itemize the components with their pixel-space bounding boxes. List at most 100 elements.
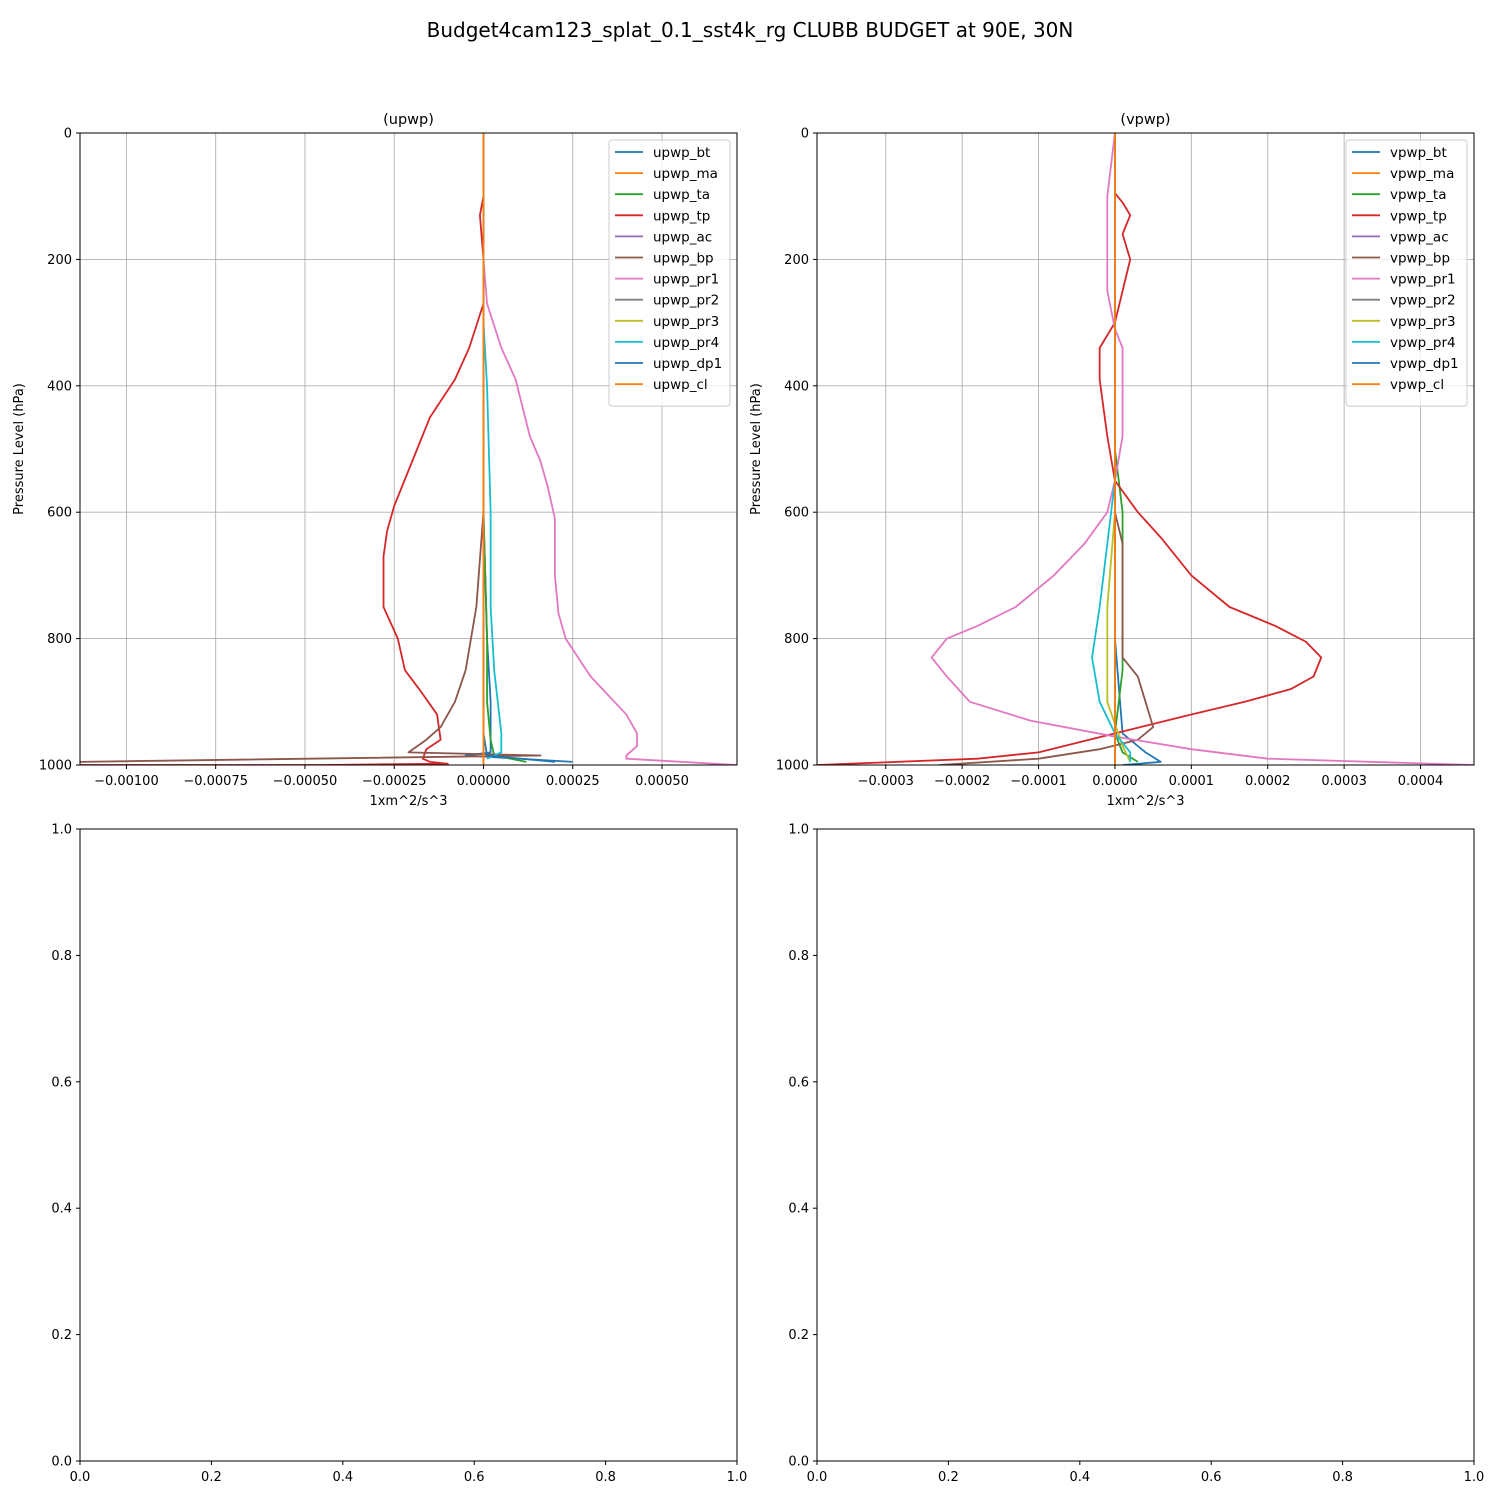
y-tick-label: 1000 <box>776 759 809 774</box>
x-tick-label: 0.00050 <box>635 774 689 789</box>
y-tick-label: 0.8 <box>51 949 72 964</box>
y-tick-label: 1000 <box>39 759 72 774</box>
legend-entry: vpwp_bt <box>1390 145 1447 161</box>
x-tick-label: 0.0 <box>70 1470 91 1485</box>
legend-entry: vpwp_tp <box>1390 208 1447 224</box>
legend-entry: vpwp_pr1 <box>1390 272 1456 288</box>
x-tick-label: 0.6 <box>464 1470 485 1485</box>
y-tick-label: 0.8 <box>788 949 809 964</box>
series-group <box>817 133 1474 765</box>
legend-entry: upwp_pr2 <box>653 293 719 309</box>
x-tick-label: 0.8 <box>595 1470 616 1485</box>
axes-frame <box>79 132 738 766</box>
y-tick-label: 0.6 <box>51 1075 72 1090</box>
figure-title: Budget4cam123_splat_0.1_sst4k_rg CLUBB B… <box>427 18 1074 42</box>
x-tick-label: −0.0002 <box>934 774 990 789</box>
y-tick-label: 0.4 <box>51 1202 72 1217</box>
x-tick-label: 0.0004 <box>1398 774 1444 789</box>
x-axis-label: 1xm^2/s^3 <box>1106 794 1184 809</box>
legend-entry: upwp_ac <box>653 229 712 245</box>
y-tick-label: 0 <box>64 127 72 142</box>
legend-box <box>608 139 731 407</box>
legend-entry: upwp_bt <box>653 145 710 161</box>
x-tick-label: −0.00075 <box>183 774 248 789</box>
y-tick-label: 800 <box>784 632 809 647</box>
y-tick-label: 0.6 <box>788 1075 809 1090</box>
x-tick-label: 0.8 <box>1332 1470 1353 1485</box>
legend-entry: upwp_pr4 <box>653 335 719 351</box>
y-tick-label: 600 <box>47 506 72 521</box>
axes-frame <box>816 132 1475 766</box>
y-tick-label: 1.0 <box>51 823 72 838</box>
x-tick-label: 0.2 <box>938 1470 959 1485</box>
y-tick-label: 600 <box>784 506 809 521</box>
y-tick-label: 200 <box>784 253 809 268</box>
x-tick-label: 0.0 <box>807 1470 828 1485</box>
y-tick-label: 0.2 <box>788 1328 809 1343</box>
y-axis-label: Pressure Level (hPa) <box>749 383 764 515</box>
legend-entry: vpwp_pr2 <box>1390 293 1456 309</box>
legend-entry: upwp_ta <box>653 187 710 203</box>
legend-entry: vpwp_ac <box>1390 229 1449 245</box>
panel-title: (vpwp) <box>1120 112 1170 128</box>
legend-entry: upwp_tp <box>653 208 710 224</box>
y-tick-label: 0.0 <box>788 1455 809 1470</box>
series-line-vpwp_pr1 <box>930 133 1474 765</box>
x-tick-label: 0.00025 <box>546 774 600 789</box>
panel-title: (upwp) <box>383 112 434 128</box>
legend-box <box>1345 139 1468 407</box>
legend-entry: upwp_pr1 <box>653 272 719 288</box>
legend-entry: vpwp_dp1 <box>1390 356 1459 372</box>
y-tick-label: 1.0 <box>788 823 809 838</box>
legend: vpwp_bt vpwp_ma vpwp_ta vpwp_tp vpwp_ac vpwp_… <box>1345 139 1468 407</box>
y-tick-label: 400 <box>47 379 72 394</box>
panel-bottom-right: 0.0 0.2 0.4 0.6 0.8 1.0 0.0 0.2 0.4 0.6 0.8 1.0 <box>788 823 1484 1486</box>
axes-frame <box>816 828 1475 1462</box>
x-tick-label: 0.0003 <box>1321 774 1367 789</box>
legend: upwp_bt upwp_ma upwp_ta upwp_tp upwp_ac upwp_… <box>608 139 731 407</box>
legend-entry: vpwp_ta <box>1390 187 1447 203</box>
y-tick-label: 200 <box>47 253 72 268</box>
x-tick-label: 0.0002 <box>1245 774 1291 789</box>
y-axis-label: Pressure Level (hPa) <box>12 383 27 515</box>
y-tick-label: 0.2 <box>51 1328 72 1343</box>
x-tick-label: 0.4 <box>1069 1470 1090 1485</box>
x-tick-label: 0.0000 <box>1092 774 1138 789</box>
series-line-upwp_pr1 <box>482 133 737 765</box>
series-line-upwp_pr4 <box>482 133 503 760</box>
x-tick-label: −0.0003 <box>858 774 914 789</box>
x-tick-label: 1.0 <box>727 1470 748 1485</box>
legend-entry: vpwp_cl <box>1390 377 1444 393</box>
legend-entry: upwp_ma <box>653 166 718 182</box>
legend-entry: upwp_dp1 <box>653 356 722 372</box>
y-tick-label: 0.0 <box>51 1455 72 1470</box>
x-tick-label: 0.00000 <box>457 774 511 789</box>
x-tick-label: 0.6 <box>1201 1470 1222 1485</box>
legend-entry: vpwp_pr3 <box>1390 314 1456 330</box>
legend-entry: vpwp_bp <box>1390 251 1450 267</box>
panel-top-left: −0.00100 −0.00075 −0.00050 −0.00025 0.00000 0… <box>12 112 738 809</box>
x-axis-label: 1xm^2/s^3 <box>369 794 447 809</box>
y-tick-label: 400 <box>784 379 809 394</box>
x-tick-label: 0.4 <box>332 1470 353 1485</box>
y-tick-label: 0 <box>801 127 809 142</box>
x-tick-label: 0.0001 <box>1169 774 1215 789</box>
legend-entry: upwp_bp <box>653 251 714 267</box>
x-tick-label: −0.00050 <box>273 774 338 789</box>
x-tick-label: 0.2 <box>201 1470 222 1485</box>
x-tick-label: −0.00100 <box>94 774 159 789</box>
series-line-vpwp_tp <box>817 133 1323 765</box>
x-tick-label: −0.0001 <box>1010 774 1066 789</box>
y-tick-label: 0.4 <box>788 1202 809 1217</box>
panel-top-right: −0.0003 −0.0002 −0.0001 0.0000 0.0001 0.0002 0… <box>749 112 1475 809</box>
legend-entry: upwp_pr3 <box>653 314 719 330</box>
x-tick-label: −0.00025 <box>362 774 427 789</box>
legend-entry: vpwp_ma <box>1390 166 1454 182</box>
series-group <box>80 133 737 765</box>
panel-bottom-left: 0.0 0.2 0.4 0.6 0.8 1.0 0.0 0.2 0.4 0.6 0.8 1.0 <box>51 823 747 1486</box>
x-tick-label: 1.0 <box>1464 1470 1485 1485</box>
y-tick-label: 800 <box>47 632 72 647</box>
legend-entry: upwp_cl <box>653 377 708 393</box>
axes-frame <box>79 828 738 1462</box>
